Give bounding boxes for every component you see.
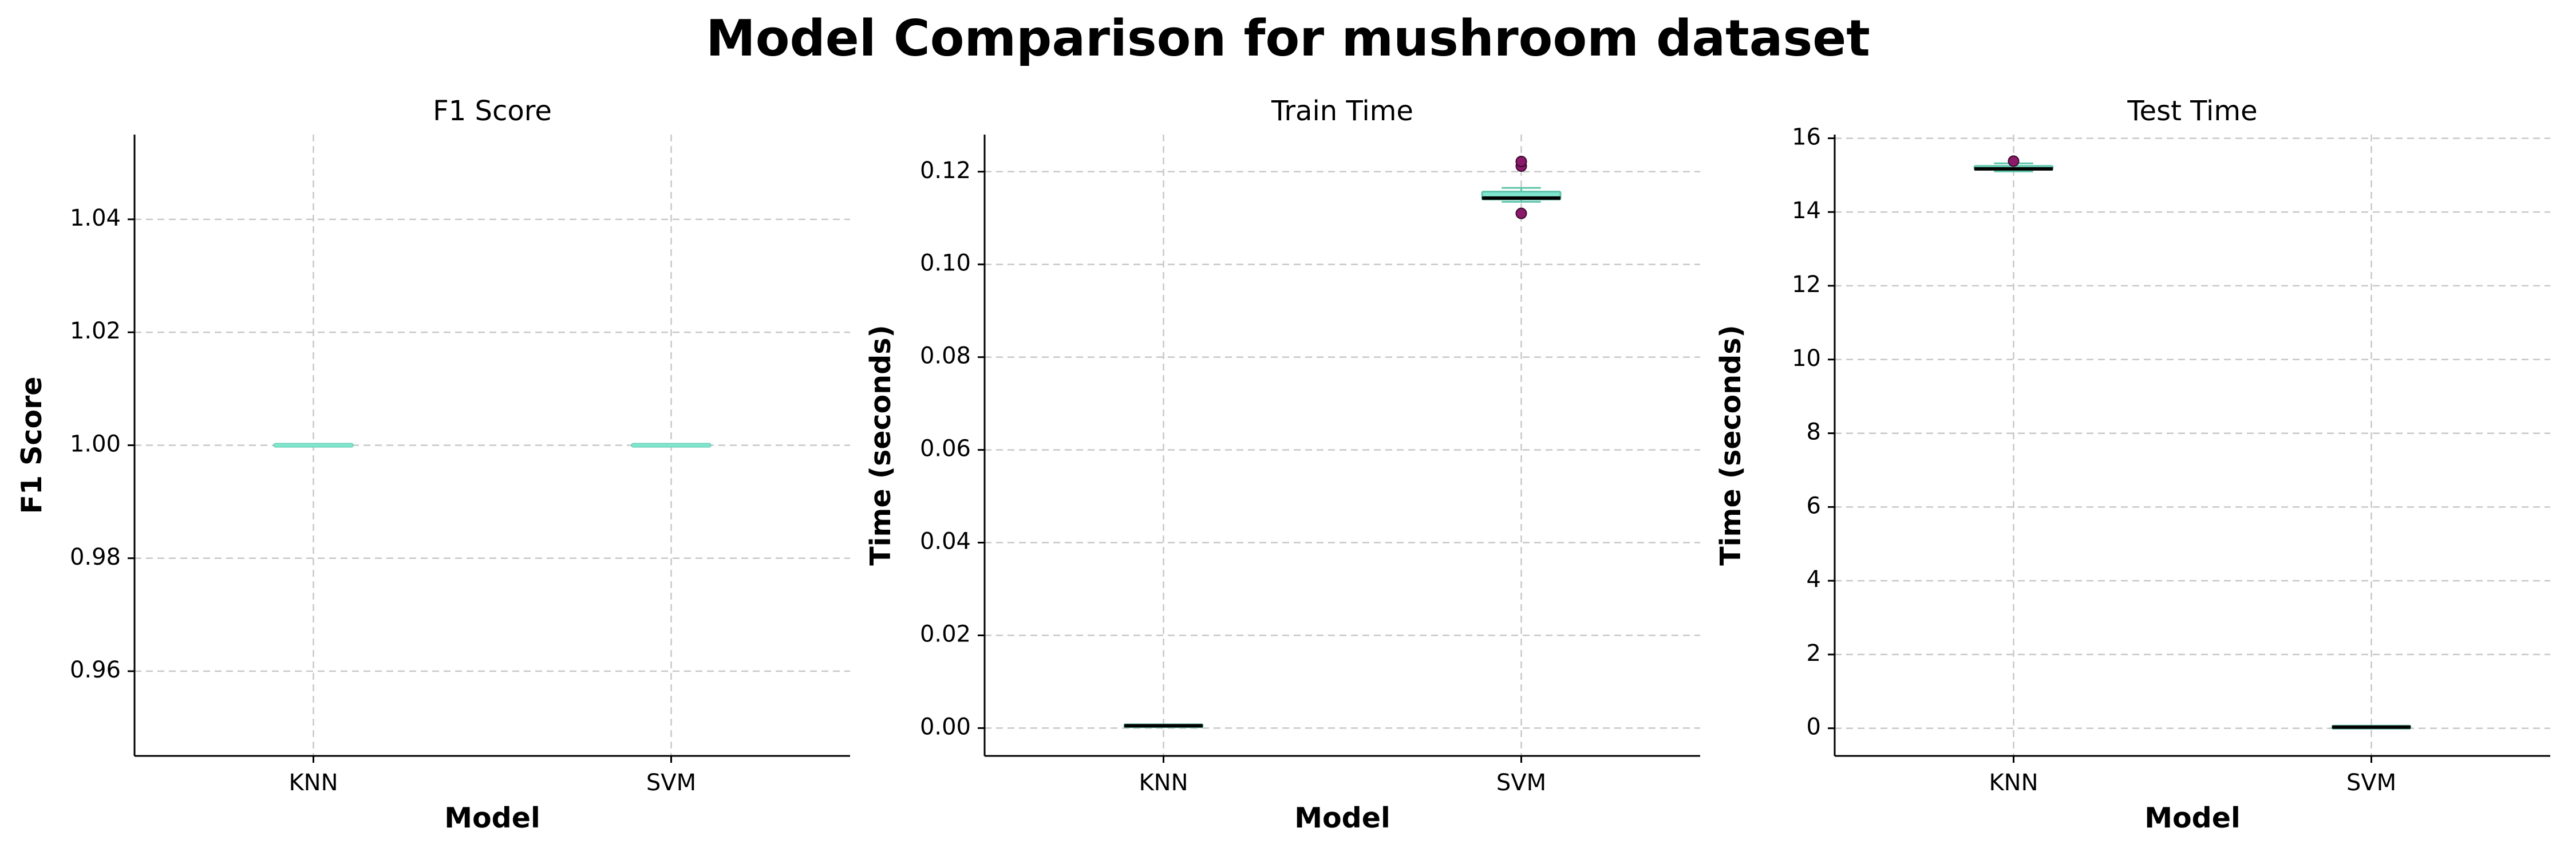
y-tick-label: 0.96 [70,657,121,683]
x-tick-label: KNN [1139,770,1188,796]
flier-point [2008,155,2020,167]
y-axis-label: Time (seconds) [1714,325,1747,566]
y-tick-label: 8 [1807,419,1821,446]
subplot-2: 0.00 0.02 0.04 0.06 0.08 0.10 0.12 KNN SVM Train … [864,95,1700,834]
flier-point [1515,207,1527,219]
y-tick-label: 10 [1792,345,1821,372]
y-tick-label: 0.10 [920,250,971,277]
box-svm [2331,724,2412,730]
y-tick-label: 6 [1807,492,1821,519]
subplot-title: Train Time [1271,95,1413,127]
x-tick-label: KNN [1989,770,2038,796]
box-knn [1973,155,2054,172]
y-tick-label: 16 [1792,124,1821,150]
figure-title: Model Comparison for mushroom dataset [706,9,1870,68]
y-tick-label: 2 [1807,640,1821,667]
x-tick-label: KNN [289,770,338,796]
x-axis-label: Model [1294,802,1390,834]
x-axis-label: Model [2144,802,2241,834]
x-axis-label: Model [444,802,540,834]
box-svm [631,443,712,448]
subplot-title: Test Time [2127,95,2257,127]
y-tick-label: 0.02 [920,621,971,647]
flier-point [1515,155,1527,167]
y-tick-label: 1.00 [70,431,121,458]
y-tick-label: 1.04 [70,205,121,231]
y-tick-label: 12 [1792,271,1821,298]
box-knn [273,443,354,448]
y-tick-label: 0.00 [920,714,971,740]
y-axis-label: F1 Score [15,376,48,514]
y-tick-label: 0 [1807,714,1821,740]
y-tick-label: 0.98 [70,544,121,570]
y-tick-label: 0.04 [920,529,971,555]
x-tick-label: SVM [646,770,696,796]
y-tick-label: 4 [1807,566,1821,593]
y-tick-label: 0.06 [920,436,971,462]
box-knn [1123,723,1204,728]
y-tick-label: 0.12 [920,157,971,184]
y-tick-label: 0.08 [920,343,971,369]
subplot-3: 0 2 4 6 8 10 12 14 16 KNN SVM Test Time Model Time (s… [1714,95,2550,834]
y-axis-label: Time (seconds) [864,325,897,566]
x-tick-label: SVM [1496,770,1546,796]
y-tick-label: 1.02 [70,318,121,344]
y-tick-label: 14 [1792,198,1821,224]
box-svm [1481,155,1562,219]
subplot-title: F1 Score [433,95,552,127]
subplot-1: 0.96 0.98 1.00 1.02 1.04 KNN SVM F1 Score Model F… [15,95,850,834]
x-tick-label: SVM [2346,770,2396,796]
